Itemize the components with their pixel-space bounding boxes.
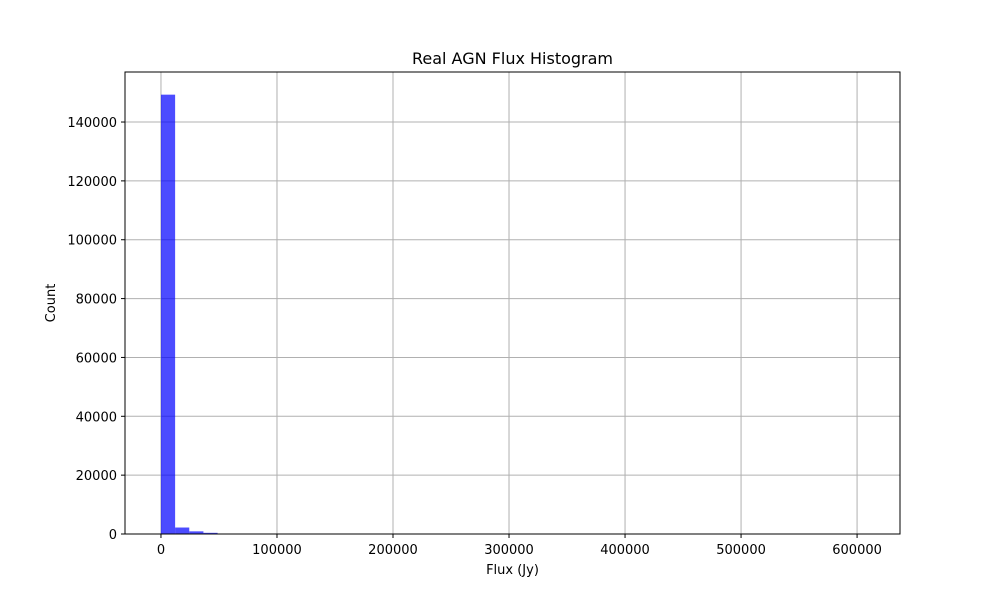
histogram-bar <box>189 531 204 534</box>
y-axis-ticks: 0 20000 40000 60000 80000 100000 120000 140000 <box>67 116 125 543</box>
y-tick-label: 40000 <box>76 410 117 425</box>
x-axis-ticks: 0 100000 200000 300000 400000 500000 600000 <box>157 534 882 558</box>
y-tick-label: 20000 <box>76 469 117 484</box>
chart-title: Real AGN Flux Histogram <box>412 49 613 68</box>
grid <box>125 72 900 535</box>
y-tick-label: 80000 <box>76 293 117 308</box>
y-tick-label: 0 <box>109 528 117 543</box>
x-tick-label: 0 <box>157 543 165 558</box>
x-tick-label: 100000 <box>252 543 302 558</box>
x-axis-label: Flux (Jy) <box>486 563 539 578</box>
histogram-bar <box>203 532 218 534</box>
x-tick-label: 300000 <box>484 543 534 558</box>
x-tick-label: 600000 <box>832 543 882 558</box>
y-tick-label: 60000 <box>76 351 117 366</box>
y-tick-label: 120000 <box>67 175 117 190</box>
bars <box>160 94 232 534</box>
x-tick-label: 500000 <box>716 543 766 558</box>
plot-frame <box>124 71 901 535</box>
y-tick-label: 100000 <box>67 234 117 249</box>
x-tick-label: 200000 <box>368 543 418 558</box>
y-tick-label: 140000 <box>67 116 117 131</box>
histogram-bar <box>175 527 190 534</box>
y-axis-label: Count <box>44 284 59 323</box>
histogram-bar <box>160 94 176 534</box>
x-tick-label: 400000 <box>600 543 650 558</box>
